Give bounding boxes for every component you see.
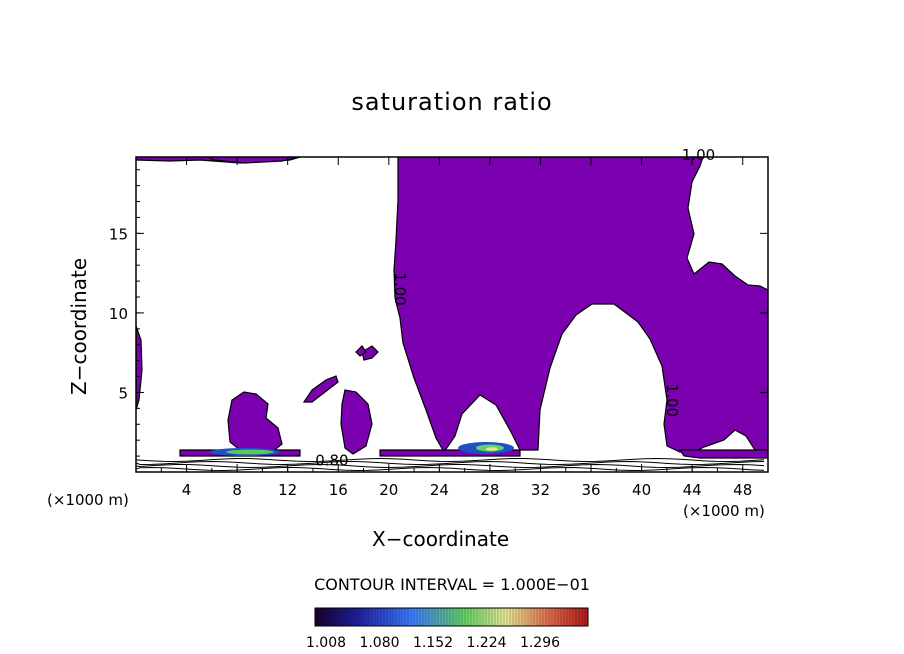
hotspot-left-inner bbox=[226, 449, 274, 455]
x-tick-label: 36 bbox=[581, 481, 600, 499]
plot-frame bbox=[135, 156, 769, 473]
x-unit-label-right: (×1000 m) bbox=[683, 502, 765, 520]
region-left-edge bbox=[136, 325, 143, 411]
region-small-blob-a bbox=[302, 375, 339, 403]
chart-title: saturation ratio bbox=[351, 88, 553, 116]
contour-interval-label: CONTOUR INTERVAL = 1.000E−01 bbox=[314, 575, 590, 594]
x-unit-label-left: (×1000 m) bbox=[47, 491, 129, 509]
contour-label: 1.00 bbox=[391, 272, 409, 305]
region-right-lower bbox=[678, 449, 768, 459]
region-right-blob bbox=[340, 389, 373, 455]
colorbar bbox=[314, 607, 589, 627]
ground-contour-line bbox=[136, 460, 765, 465]
region-left-blob bbox=[227, 391, 283, 453]
x-tick-label: 48 bbox=[733, 481, 752, 499]
x-tick-label: 44 bbox=[683, 481, 702, 499]
region-large-plume bbox=[393, 157, 768, 454]
ground-contour-line bbox=[136, 457, 765, 462]
region-small-blob-c bbox=[355, 345, 367, 357]
x-tick-label: 20 bbox=[379, 481, 398, 499]
y-tick-label: 5 bbox=[118, 384, 128, 402]
x-tick-label: 12 bbox=[278, 481, 297, 499]
plot-area-group bbox=[136, 157, 768, 471]
ground-contour-line bbox=[136, 463, 765, 468]
ground-contour-line bbox=[136, 466, 765, 471]
x-tick-label: 32 bbox=[531, 481, 550, 499]
colorbar-tick-label: 1.008 bbox=[306, 635, 346, 651]
y-axis-label: Z−coordinate bbox=[67, 257, 91, 395]
y-tick-label: 15 bbox=[109, 225, 128, 243]
y-tick-label: 10 bbox=[109, 305, 128, 323]
x-tick-label: 8 bbox=[232, 481, 242, 499]
contour-label: 1.00 bbox=[682, 146, 715, 164]
colorbar-tick-label: 1.152 bbox=[413, 635, 453, 651]
region-top-center bbox=[207, 157, 301, 164]
x-tick-label: 16 bbox=[329, 481, 348, 499]
colorbar-tick-label: 1.080 bbox=[359, 635, 399, 651]
colorbar-tick-label: 1.224 bbox=[466, 635, 506, 651]
x-axis-label: X−coordinate bbox=[372, 527, 510, 551]
colorbar-tick-label: 1.296 bbox=[520, 635, 560, 651]
region-small-blob-b bbox=[361, 345, 379, 361]
x-tick-label: 40 bbox=[632, 481, 651, 499]
contour-label: 1.00 bbox=[663, 384, 681, 417]
x-tick-label: 24 bbox=[430, 481, 449, 499]
hotspot-center-core bbox=[486, 447, 498, 451]
x-tick-label: 28 bbox=[480, 481, 499, 499]
x-tick-label: 4 bbox=[182, 481, 192, 499]
contour-label: 0.80 bbox=[315, 452, 348, 470]
